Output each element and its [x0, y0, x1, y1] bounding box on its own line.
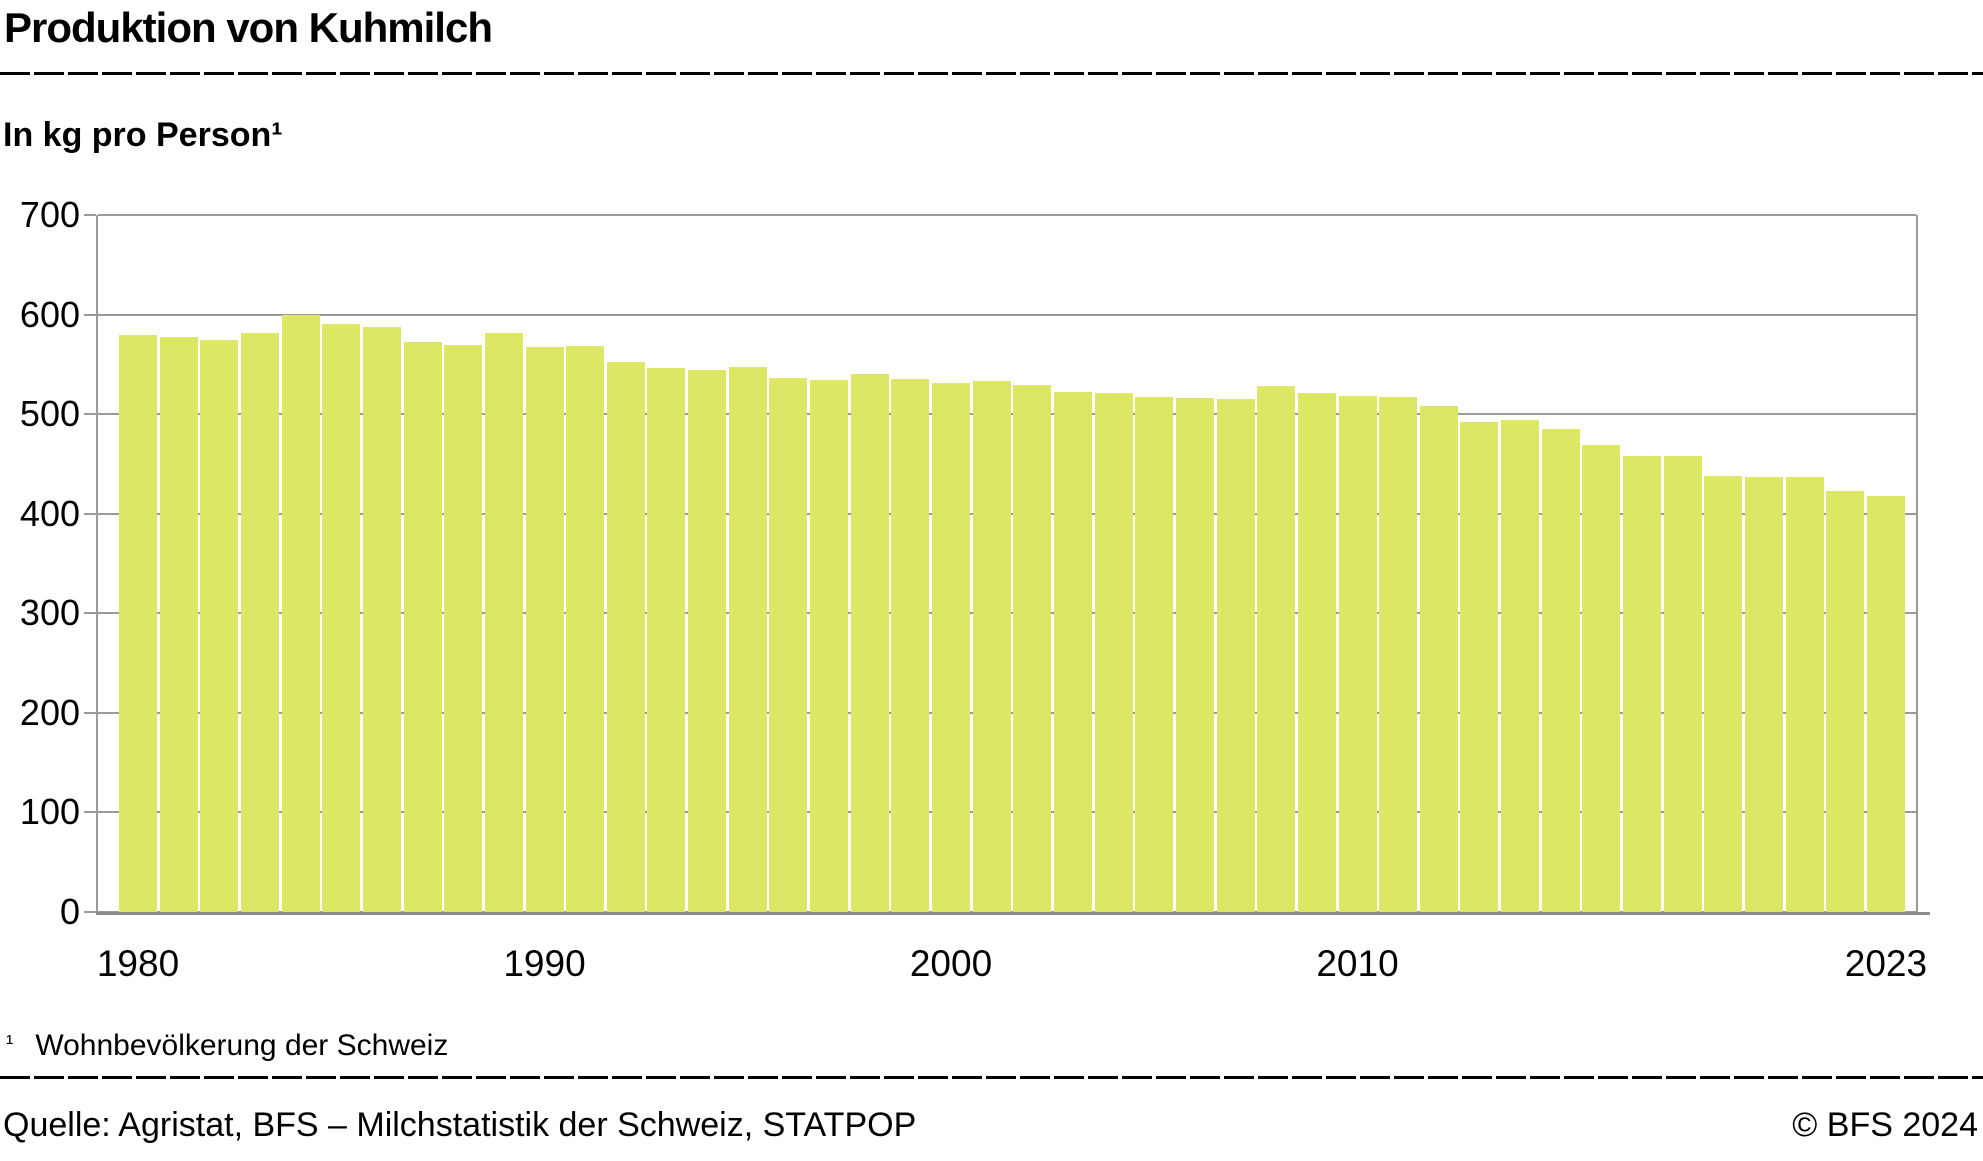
- bar-2017: [1623, 455, 1662, 912]
- bar-2011: [1379, 397, 1418, 912]
- bar-2015: [1541, 429, 1580, 912]
- gridline-y-700: [98, 214, 1916, 216]
- x-axis-line: [96, 912, 1930, 915]
- y-axis-label-700: 700: [19, 194, 80, 235]
- bar-2022: [1826, 490, 1865, 912]
- bar-1991: [566, 346, 605, 912]
- bar-2002: [1013, 385, 1052, 912]
- footer: Quelle: Agristat, BFS – Milchstatistik d…: [3, 1104, 1978, 1146]
- bar-2019: [1704, 475, 1743, 912]
- bar-2009: [1297, 393, 1336, 912]
- y-axis-tick-600: [84, 313, 96, 316]
- bar-1986: [362, 326, 401, 912]
- y-axis-tick-500: [84, 413, 96, 416]
- y-axis-label-200: 200: [19, 691, 80, 733]
- x-axis-label-2000: 2000: [909, 943, 993, 984]
- bar-2023: [1866, 495, 1905, 912]
- bar-2004: [1094, 393, 1133, 912]
- bar-1982: [200, 340, 239, 912]
- footer-separator-line: [0, 1076, 1983, 1079]
- source-text: Quelle: Agristat, BFS – Milchstatistik d…: [3, 1106, 917, 1144]
- title-separator-line: [0, 72, 1983, 75]
- footnote-text: Wohnbevölkerung der Schweiz: [35, 1029, 449, 1062]
- gridline-y-600: [98, 313, 1916, 316]
- bar-1990: [525, 347, 564, 912]
- bar-2001: [972, 381, 1011, 912]
- bar-1981: [159, 337, 198, 912]
- y-axis-tick-100: [84, 811, 96, 814]
- bar-2006: [1175, 398, 1214, 912]
- y-axis-label-100: 100: [19, 791, 80, 833]
- bar-2008: [1257, 386, 1296, 912]
- bar-2012: [1419, 406, 1458, 912]
- bar-1984: [281, 314, 320, 912]
- copyright-text: © BFS 2024: [1792, 1106, 1978, 1144]
- footnote: ¹ Wohnbevölkerung der Schweiz: [6, 1028, 448, 1064]
- bar-2013: [1460, 422, 1499, 912]
- y-axis-label-0: 0: [59, 891, 80, 932]
- bar-2010: [1338, 396, 1377, 912]
- x-axis-label-1990: 1990: [503, 943, 586, 984]
- bar-1992: [606, 362, 645, 912]
- bar-1987: [403, 342, 442, 912]
- y-axis-tick-200: [84, 711, 96, 714]
- bar-2018: [1663, 455, 1702, 912]
- bar-2016: [1582, 445, 1621, 912]
- bar-2000: [932, 383, 970, 912]
- bar-1999: [891, 379, 930, 912]
- bar-1995: [728, 367, 767, 912]
- bar-2005: [1135, 397, 1174, 912]
- x-axis-label-2023: 2023: [1844, 943, 1928, 984]
- y-axis-tick-400: [84, 512, 96, 515]
- y-axis-label-400: 400: [19, 492, 80, 534]
- bar-1994: [688, 370, 727, 912]
- bar-1983: [240, 332, 279, 912]
- bar-2021: [1785, 476, 1824, 912]
- bar-1988: [444, 345, 483, 912]
- plot-area: 0 100 200 300 400 500 600 700 1980 1990 2000 2010 20…: [20, 195, 1930, 984]
- bar-2014: [1501, 420, 1540, 912]
- y-axis-tick-0: [84, 911, 96, 913]
- bar-1993: [647, 368, 686, 912]
- chart-title: Produktion von Kuhmilch: [4, 4, 493, 51]
- bar-1985: [322, 323, 361, 912]
- bar-2020: [1745, 476, 1783, 912]
- bar-1996: [769, 378, 808, 912]
- left-axis-line: [96, 215, 98, 912]
- y-axis-label-500: 500: [19, 393, 80, 435]
- bar-1998: [850, 374, 889, 912]
- chart-unit-label: In kg pro Person¹: [3, 116, 283, 154]
- footnote-marker: ¹: [6, 1030, 14, 1055]
- bar-1980: [119, 335, 157, 912]
- bar-1997: [810, 380, 849, 912]
- bar-2007: [1216, 399, 1255, 912]
- right-frame-line: [1916, 215, 1918, 912]
- bar-1989: [484, 332, 523, 912]
- x-axis-label-1980: 1980: [96, 943, 180, 984]
- bar-2003: [1053, 392, 1092, 912]
- x-axis-label-2010: 2010: [1316, 943, 1399, 984]
- y-axis-label-300: 300: [19, 592, 80, 634]
- y-axis-tick-700: [84, 214, 96, 216]
- y-axis-tick-300: [84, 612, 96, 615]
- y-axis-label-600: 600: [19, 293, 80, 335]
